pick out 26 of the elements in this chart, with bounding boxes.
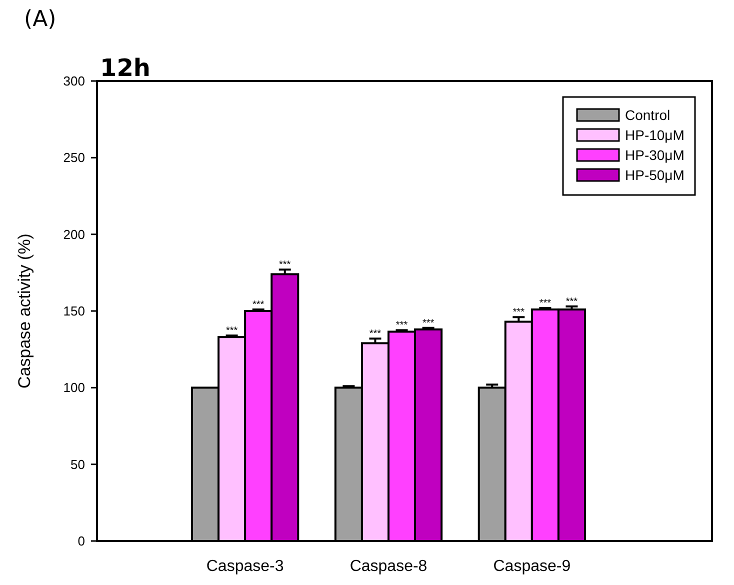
legend-label: HP-50μM: [625, 166, 684, 183]
legend-label: Control: [625, 106, 670, 123]
data-label: ***: [396, 320, 408, 332]
y-tick-label: 0: [78, 534, 85, 549]
y-tick-label: 150: [63, 304, 85, 319]
chart-title: 12h: [100, 54, 150, 82]
data-label: ***: [422, 318, 434, 329]
y-tick-label: 300: [63, 74, 85, 89]
y-axis-title: Caspase activity (%): [15, 234, 34, 388]
data-label: ***: [252, 299, 264, 310]
data-label: ***: [369, 328, 382, 340]
x-tick-label: Caspase-8: [350, 558, 428, 575]
text: (A): [24, 7, 56, 32]
y-tick-label: 50: [70, 456, 85, 472]
data-label: ***: [512, 307, 525, 318]
y-tick-label: 250: [63, 150, 85, 166]
data-label: ***: [539, 298, 552, 309]
data-label: ***: [566, 296, 578, 308]
data-label: ***: [279, 260, 291, 271]
legend-label: HP-10μM: [625, 126, 684, 143]
y-tick-label: 200: [63, 226, 85, 242]
y-tick-label: 100: [63, 380, 85, 396]
data-label: ***: [226, 326, 238, 337]
x-tick-label: Caspase-9: [493, 558, 571, 575]
x-tick-label: Caspase-3: [206, 558, 284, 575]
legend-label: HP-30μM: [625, 146, 684, 163]
